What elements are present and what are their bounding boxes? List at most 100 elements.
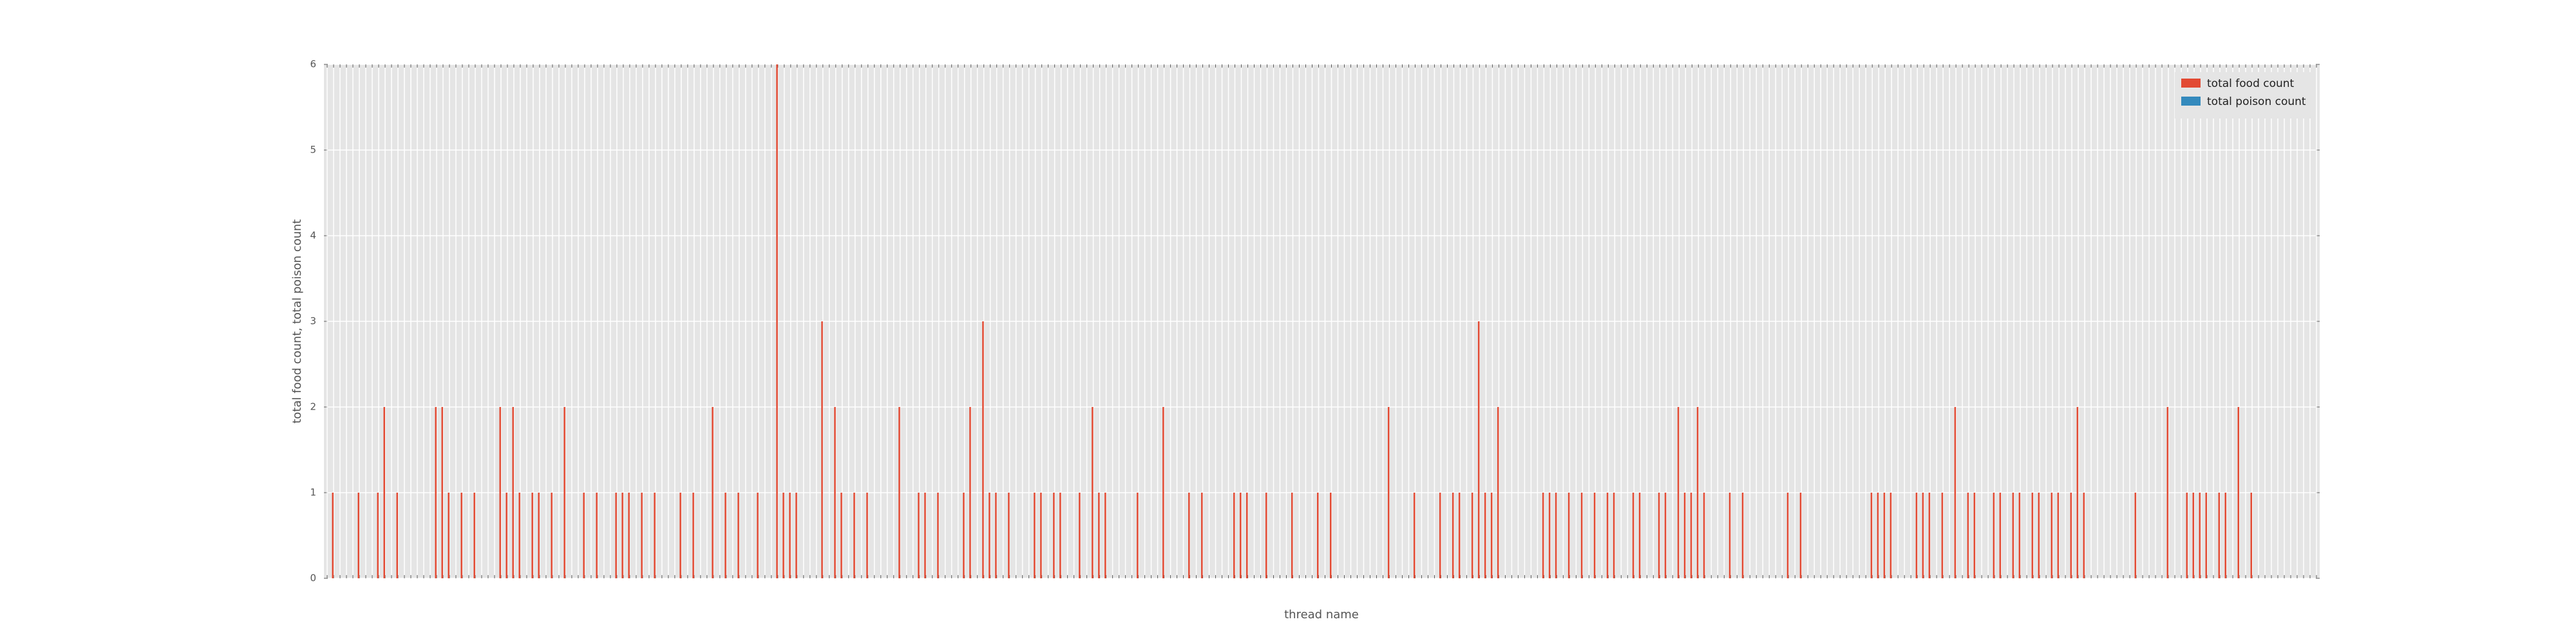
bar — [1104, 493, 1106, 578]
bar — [1696, 407, 1699, 578]
bar — [628, 493, 630, 578]
bar — [1606, 493, 1609, 578]
bar — [1664, 493, 1667, 578]
bar — [1291, 493, 1293, 578]
bar — [2038, 493, 2040, 578]
y-tick-label: 2 — [310, 401, 316, 413]
legend-swatch — [2181, 97, 2201, 106]
bar — [538, 493, 540, 578]
legend-label: total food count — [2207, 77, 2295, 90]
bar — [654, 493, 656, 578]
bar — [1542, 493, 1544, 578]
bar — [853, 493, 855, 578]
bar — [1741, 493, 1744, 578]
bar — [473, 493, 475, 578]
bar — [499, 407, 501, 578]
bar — [641, 493, 643, 578]
bar — [1329, 493, 1332, 578]
bar — [1471, 493, 1473, 578]
bar — [821, 321, 823, 578]
bar — [2224, 493, 2227, 578]
bar — [2237, 407, 2240, 578]
bar — [1008, 493, 1010, 578]
bar — [866, 493, 868, 578]
bar — [2134, 493, 2137, 578]
y-axis-label: total food count, total poison count — [290, 219, 304, 423]
bar — [1658, 493, 1660, 578]
bar — [2166, 407, 2169, 578]
bar — [583, 493, 585, 578]
bar — [737, 493, 739, 578]
bar — [1613, 493, 1615, 578]
bar — [1889, 493, 1892, 578]
bar — [789, 493, 791, 578]
bar — [840, 493, 842, 578]
bar — [1484, 493, 1486, 578]
bar — [937, 493, 939, 578]
bar — [712, 407, 714, 578]
bar — [1137, 493, 1139, 578]
bar — [1973, 493, 1976, 578]
bar — [1265, 493, 1267, 578]
bar — [757, 493, 759, 578]
bar — [518, 493, 520, 578]
bar — [435, 407, 437, 578]
bar — [383, 407, 385, 578]
bar — [2050, 493, 2053, 578]
bar — [377, 493, 379, 578]
y-tick-label: 4 — [310, 230, 316, 242]
bar — [776, 64, 778, 578]
bar — [1954, 407, 1956, 578]
bar — [1490, 493, 1493, 578]
bar — [1928, 493, 1931, 578]
bar — [2250, 493, 2253, 578]
bar — [1690, 493, 1692, 578]
bar — [551, 493, 553, 578]
bar — [1162, 407, 1164, 578]
bar — [2205, 493, 2208, 578]
bar — [596, 493, 598, 578]
bar — [1703, 493, 1705, 578]
bar — [1922, 493, 1924, 578]
bar — [1240, 493, 1242, 578]
bar — [448, 493, 450, 578]
bar — [1201, 493, 1203, 578]
bar — [1870, 493, 1873, 578]
bar — [1915, 493, 1918, 578]
bar — [1053, 493, 1055, 578]
x-axis-label: thread name — [1284, 608, 1359, 621]
bar — [2057, 493, 2060, 578]
bar — [1941, 493, 1944, 578]
bar — [1439, 493, 1441, 578]
bar — [2076, 407, 2079, 578]
bar — [1683, 493, 1686, 578]
bar — [782, 493, 784, 578]
bar — [1555, 493, 1557, 578]
bar — [1548, 493, 1551, 578]
bar — [918, 493, 920, 578]
bar — [692, 493, 694, 578]
bar — [1728, 493, 1731, 578]
bar — [1580, 493, 1583, 578]
y-tick-label: 1 — [310, 487, 316, 498]
bar — [1477, 321, 1480, 578]
bar — [512, 407, 514, 578]
bar — [724, 493, 726, 578]
bar — [2218, 493, 2221, 578]
bar — [1877, 493, 1879, 578]
bar — [1387, 407, 1390, 578]
bar — [2192, 493, 2195, 578]
bar — [1452, 493, 1454, 578]
bar — [1188, 493, 1190, 578]
bar — [2018, 493, 2021, 578]
bar — [1413, 493, 1416, 578]
bar — [2199, 493, 2201, 578]
bar — [1059, 493, 1061, 578]
bar — [396, 493, 398, 578]
bar — [1092, 407, 1094, 578]
bar — [1999, 493, 2002, 578]
y-tick-label: 6 — [310, 59, 316, 70]
bar — [1233, 493, 1235, 578]
bar — [1993, 493, 1995, 578]
bar — [332, 493, 334, 578]
